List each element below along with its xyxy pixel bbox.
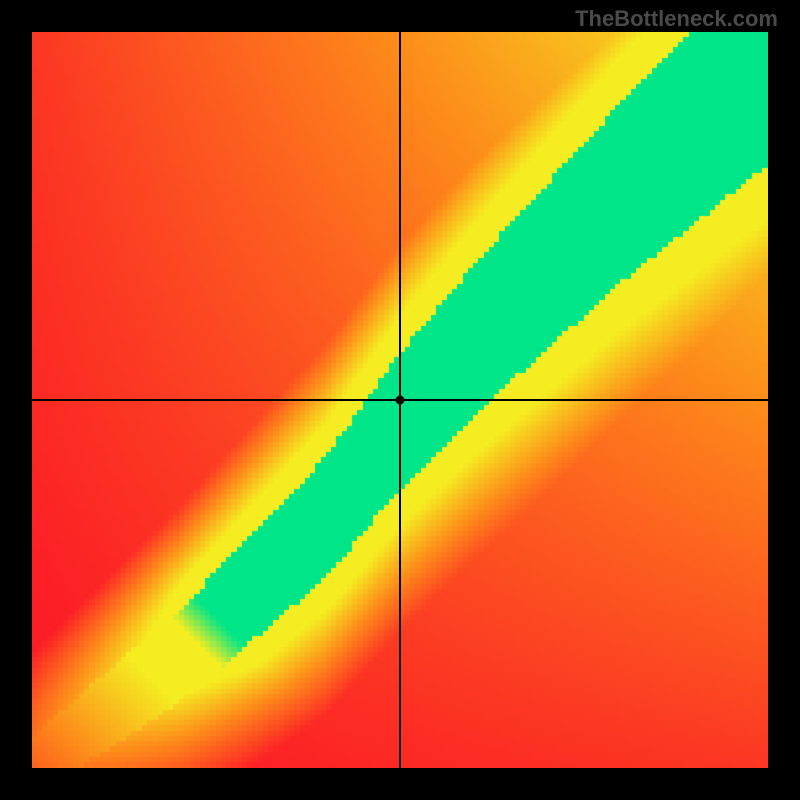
watermark-label: TheBottleneck.com — [575, 6, 778, 32]
plot-area — [32, 32, 768, 768]
crosshair-dot — [396, 396, 405, 405]
chart-root: TheBottleneck.com — [0, 0, 800, 800]
